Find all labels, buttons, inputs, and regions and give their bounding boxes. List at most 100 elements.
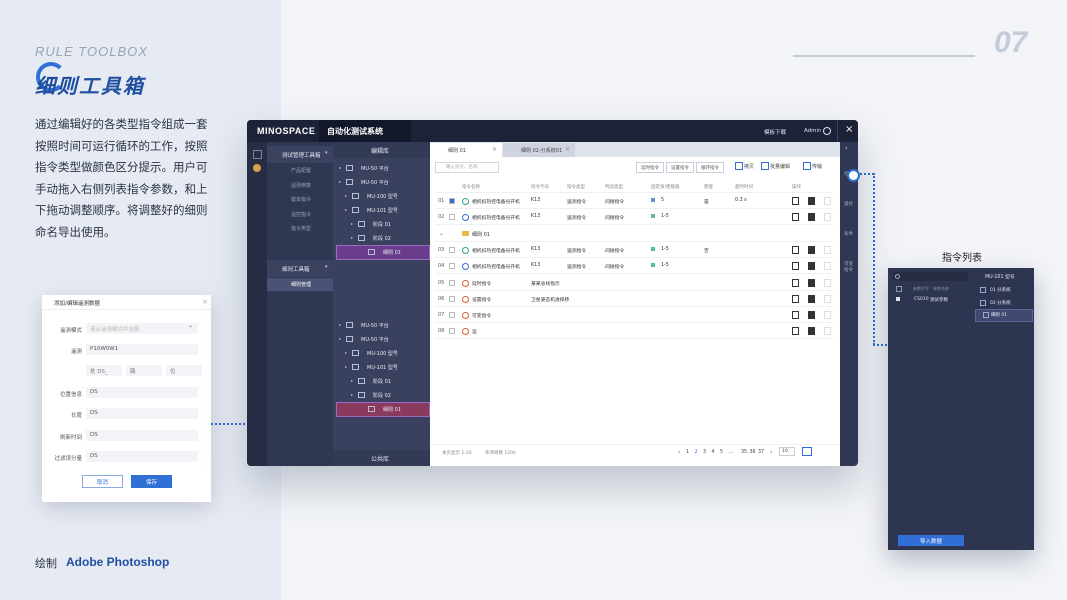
row-checkbox[interactable] [449,214,455,221]
close-button[interactable]: × [845,124,854,135]
tree-label[interactable]: 02 分系统 [990,300,1011,306]
field-input[interactable]: 路 [126,365,162,376]
row-action[interactable] [792,294,799,303]
row-action[interactable] [792,245,799,254]
field-input[interactable]: DS [86,387,198,398]
search[interactable]: 输入指令、名称 [435,162,499,173]
tab[interactable]: 细则 02-分系统01 × [503,143,575,157]
template-button[interactable]: 模板下载 [764,130,787,136]
panel-checkbox[interactable] [896,297,900,301]
menu-item[interactable]: 遥测参数 [267,179,333,192]
row-action[interactable] [824,278,831,287]
tree-label[interactable]: MU-50 平台 [361,166,389,172]
tree-label[interactable]: 阶段 01 [373,379,391,385]
row-checkbox[interactable] [449,295,455,302]
tree-label[interactable]: 阶段 02 [373,236,391,242]
panel-search[interactable] [892,272,968,281]
row-checkbox[interactable] [449,312,455,319]
action-label[interactable]: 拷贝 [744,164,755,170]
row-action[interactable] [808,327,815,336]
row-action[interactable] [792,197,799,205]
rail-label[interactable]: 可变指令 [844,262,853,273]
tree-label[interactable]: MU-50 平台 [361,337,389,343]
row-action[interactable] [808,197,815,205]
field-input[interactable]: 位 [166,365,202,376]
tree-label[interactable]: 01 分系统 [990,288,1011,293]
tree-label[interactable]: 阶段 01 [373,222,391,228]
tree-label[interactable]: MU-101 型号 [367,365,398,371]
tree-label[interactable]: MU-50 平台 [361,180,389,186]
tree-label[interactable]: MU-100 型号 [367,194,398,200]
row-action[interactable] [808,245,815,254]
row-action[interactable] [792,278,799,287]
tree-label[interactable]: MU-100 型号 [367,351,398,357]
menu-group[interactable]: 细则工具箱 ▾ [267,259,333,277]
tab[interactable]: 细则 01 × [430,143,502,157]
page-number[interactable]: 5 [720,450,724,455]
page-number[interactable]: 36 [749,450,756,455]
tree-label[interactable]: MU-50 平台 [361,323,389,329]
page-number[interactable]: ... [728,450,734,455]
row-action[interactable] [808,262,815,271]
row-action[interactable] [792,327,799,336]
user[interactable]: Admin [804,128,822,134]
menu-item[interactable]: 遥控指令 [267,208,333,221]
row-action[interactable] [824,197,831,205]
dialog-button[interactable]: 取消 [82,475,123,488]
page-size[interactable]: 10 [779,447,795,456]
menu-item[interactable]: 产品配置 [267,164,333,177]
rail-label[interactable]: 条件 [844,232,853,237]
insert-button[interactable]: 延时指令 [636,162,664,173]
field-input[interactable]: 请从遥测模式中选择 [86,323,198,334]
row-action[interactable] [792,213,799,222]
tree-label[interactable]: MU-101 型号 [367,208,398,214]
field-input[interactable]: DS [86,430,198,441]
row-action[interactable] [808,278,815,287]
tree-label[interactable]: 细则 01 [991,313,1008,318]
row-action[interactable] [792,262,799,271]
row-action[interactable] [808,311,815,320]
go-button[interactable] [802,447,812,456]
field-input[interactable]: 处 DS_ [86,365,122,376]
page-number[interactable]: 4 [711,450,715,455]
menu-item[interactable]: 指令类型 [267,222,333,235]
action-label[interactable]: 批量编辑 [770,164,791,170]
row-action[interactable] [824,262,831,271]
pager-next[interactable]: › [770,449,773,456]
row-action[interactable] [808,294,815,303]
tree-item-selected[interactable] [336,245,430,260]
import-button[interactable]: 导入数据 [898,535,964,546]
page-number[interactable]: 1 [686,450,690,455]
action-label[interactable]: 传输 [812,164,823,170]
menu-item[interactable]: 细则管理 [267,277,333,291]
row-action[interactable] [824,294,831,303]
dialog-button[interactable]: 保存 [131,475,172,488]
tree-item-selected[interactable] [336,402,430,417]
page-number[interactable]: 37 [758,450,765,455]
row-checkbox[interactable] [449,246,455,253]
panel-checkbox[interactable] [896,286,902,292]
row-action[interactable] [824,245,831,254]
row-action[interactable] [824,213,831,222]
page-number[interactable]: 35 [741,450,748,455]
tree-label[interactable]: 细则 01 [383,407,401,413]
menu-group[interactable]: 测试管理工具箱 ▾ [267,146,333,163]
row-action[interactable] [824,327,831,336]
menu-item[interactable]: 载单指令 [267,193,333,206]
row-checkbox[interactable] [449,198,455,204]
tree-label[interactable]: 细则 01 [383,250,401,256]
page-number[interactable]: 3 [703,450,707,455]
field-input[interactable]: DS [86,451,198,462]
row-action[interactable] [808,213,815,222]
row-checkbox[interactable] [449,328,455,335]
rail-label[interactable]: 遥控 [844,202,853,207]
field-input[interactable]: P10W0W1 [86,344,198,355]
page-number[interactable]: 2 [694,450,698,455]
row-action[interactable] [792,311,799,320]
row-action[interactable] [824,311,831,320]
rail-arrow[interactable]: › [845,144,848,152]
insert-button[interactable]: 设置指令 [666,162,694,173]
row-checkbox[interactable] [449,279,455,286]
pager-prev[interactable]: ‹ [678,449,681,456]
row-checkbox[interactable] [449,263,455,270]
